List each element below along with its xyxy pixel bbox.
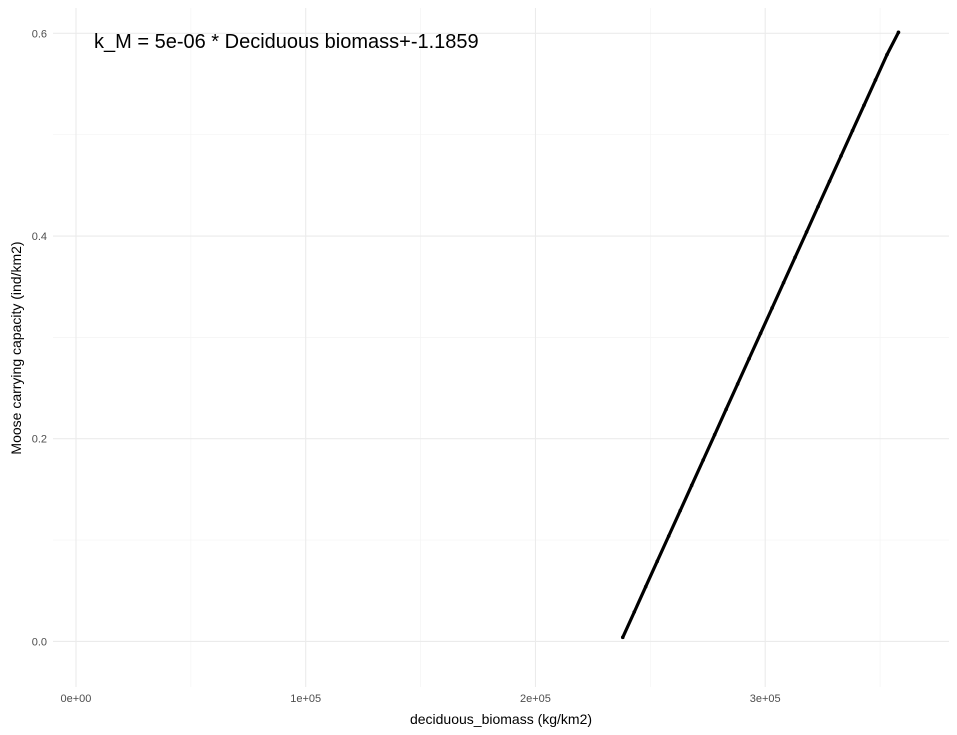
x-tick-labels: 0e+00 1e+05 2e+05 3e+05 (61, 693, 781, 705)
data-point (862, 103, 866, 108)
data-point (896, 30, 901, 35)
x-tick-label: 3e+05 (750, 693, 781, 705)
data-point (724, 407, 728, 412)
data-point (770, 306, 774, 310)
y-tick-label: 0.6 (32, 28, 47, 40)
data-point (758, 331, 763, 336)
data-point (735, 382, 740, 386)
y-tick-labels: 0.0 0.2 0.4 0.6 (32, 28, 47, 648)
data-point (620, 635, 625, 640)
x-tick-label: 2e+05 (520, 693, 551, 705)
data-point (816, 204, 820, 209)
grid-layer (53, 8, 949, 687)
data-point (827, 179, 832, 184)
data-point (839, 154, 843, 158)
data-point (689, 483, 694, 488)
y-axis-title: Moose carrying capacity (ind/km2) (8, 241, 24, 454)
data-point (643, 584, 648, 589)
data-point (804, 230, 809, 234)
data-point (850, 128, 855, 133)
data-point (701, 458, 705, 462)
y-tick-label: 0.4 (32, 231, 47, 243)
data-point (655, 559, 660, 564)
series-layer (620, 30, 901, 640)
data-point (781, 280, 786, 285)
data-point (747, 356, 751, 361)
chart-annotation: k_M = 5e-06 * Deciduous biomass+-1.1859 (94, 31, 479, 53)
data-point (793, 255, 797, 260)
data-point (632, 610, 637, 614)
data-point (885, 52, 889, 57)
data-point (678, 508, 682, 513)
x-axis-title: deciduous_biomass (kg/km2) (410, 711, 592, 727)
y-tick-label: 0.2 (32, 434, 47, 446)
data-point (712, 432, 717, 437)
y-tick-label: 0.0 (32, 636, 47, 648)
data-point (666, 534, 671, 538)
x-tick-label: 0e+00 (61, 693, 92, 705)
data-point (873, 78, 878, 82)
x-tick-label: 1e+05 (290, 693, 321, 705)
